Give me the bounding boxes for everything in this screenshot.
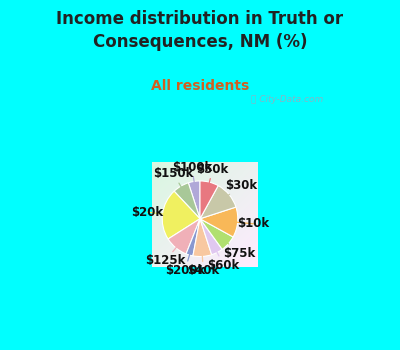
Text: $200k: $200k <box>165 253 205 277</box>
Text: All residents: All residents <box>151 79 249 93</box>
Wedge shape <box>168 219 200 254</box>
Text: $75k: $75k <box>223 243 255 260</box>
Wedge shape <box>162 191 200 239</box>
Text: ⓘ City-Data.com: ⓘ City-Data.com <box>251 95 323 104</box>
Text: $60k: $60k <box>208 251 240 272</box>
Text: Income distribution in Truth or
Consequences, NM (%): Income distribution in Truth or Conseque… <box>56 10 344 51</box>
Text: $30k: $30k <box>225 178 257 196</box>
Text: $40k: $40k <box>187 254 220 277</box>
Text: $125k: $125k <box>145 246 185 267</box>
Text: $20k: $20k <box>132 205 164 219</box>
Text: $10k: $10k <box>236 217 270 230</box>
Wedge shape <box>186 219 200 256</box>
Wedge shape <box>200 207 238 237</box>
Wedge shape <box>174 183 200 219</box>
Text: $50k: $50k <box>196 163 229 184</box>
Text: $150k: $150k <box>153 167 194 188</box>
Wedge shape <box>193 219 212 257</box>
Wedge shape <box>200 186 236 219</box>
Wedge shape <box>200 219 222 255</box>
Wedge shape <box>200 219 233 249</box>
Wedge shape <box>200 181 218 219</box>
Text: $100k: $100k <box>172 161 212 183</box>
Wedge shape <box>188 181 200 219</box>
